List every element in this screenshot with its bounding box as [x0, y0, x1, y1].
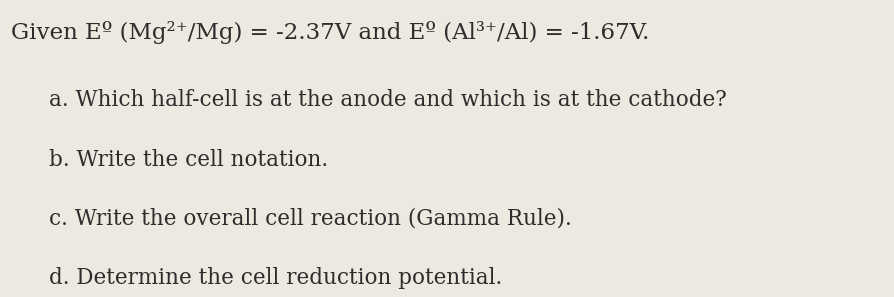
Text: d. Determine the cell reduction potential.: d. Determine the cell reduction potentia… — [49, 267, 502, 289]
Text: Given Eº (Mg²⁺/Mg) = -2.37V and Eº (Al³⁺/Al) = -1.67V.: Given Eº (Mg²⁺/Mg) = -2.37V and Eº (Al³⁺… — [11, 21, 648, 44]
Text: b. Write the cell notation.: b. Write the cell notation. — [49, 148, 328, 170]
Text: a. Which half-cell is at the anode and which is at the cathode?: a. Which half-cell is at the anode and w… — [49, 89, 726, 111]
Text: c. Write the overall cell reaction (Gamma Rule).: c. Write the overall cell reaction (Gamm… — [49, 208, 571, 230]
